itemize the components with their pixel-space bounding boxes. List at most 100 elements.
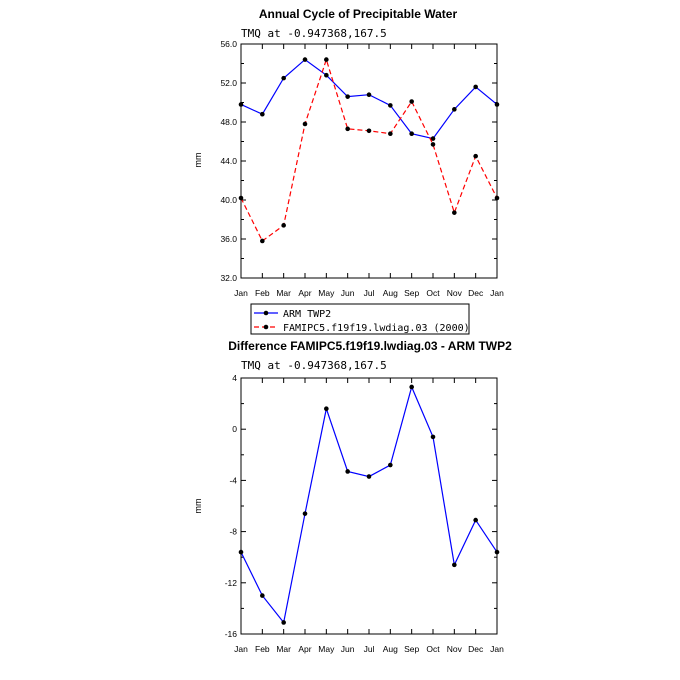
data-point xyxy=(494,102,500,107)
data-point xyxy=(260,238,265,244)
x-tick-label: May xyxy=(318,644,335,654)
data-point xyxy=(302,511,308,516)
data-point xyxy=(409,131,414,136)
y-tick-label: 44.0 xyxy=(220,156,237,166)
data-point xyxy=(430,136,436,141)
data-point xyxy=(260,593,265,598)
series-line-0 xyxy=(240,385,498,624)
y-tick-label: -12 xyxy=(225,578,238,588)
x-tick-label: Oct xyxy=(426,644,440,654)
plot-frame xyxy=(240,43,498,279)
plot-frame xyxy=(240,377,498,635)
data-point xyxy=(388,131,393,136)
data-point xyxy=(281,75,286,81)
x-tick-label: Jan xyxy=(490,644,504,654)
y-tick-label: 4 xyxy=(232,373,237,383)
y-tick-label: -4 xyxy=(229,475,237,485)
data-point xyxy=(281,620,286,625)
data-point xyxy=(238,102,244,107)
data-point xyxy=(260,111,265,117)
x-tick-label: Jun xyxy=(341,644,355,654)
data-point xyxy=(238,195,244,201)
x-tick-label: Aug xyxy=(383,288,398,298)
data-point xyxy=(324,57,329,62)
legend: ARM TWP2 FAMIPC5.f19f19.lwdiag.03 (2000) xyxy=(250,303,470,335)
x-tick-label: Jan xyxy=(490,288,504,298)
chart-title: Annual Cycle of Precipitable Water xyxy=(259,7,458,21)
precipitable-water-chart: Annual Cycle of Precipitable Water TMQ a… xyxy=(193,7,504,335)
data-point xyxy=(409,384,414,390)
x-tick-label: Jan xyxy=(234,644,248,654)
data-point xyxy=(324,72,329,78)
x-tick-label: Apr xyxy=(298,644,311,654)
x-tick-label: Dec xyxy=(468,288,484,298)
data-point xyxy=(430,142,436,147)
data-point xyxy=(388,103,393,108)
legend-marker-model xyxy=(263,324,269,330)
series-line-0 xyxy=(240,58,498,140)
y-tick-label: 52.0 xyxy=(220,78,237,88)
data-point xyxy=(473,84,478,90)
x-tick-label: Nov xyxy=(447,288,463,298)
legend-label-model: FAMIPC5.f19f19.lwdiag.03 (2000) xyxy=(283,323,470,334)
x-tick-label: Jul xyxy=(364,288,375,298)
difference-chart: Difference FAMIPC5.f19f19.lwdiag.03 - AR… xyxy=(193,339,512,654)
data-point xyxy=(452,107,457,112)
data-point xyxy=(388,462,393,468)
legend-label-arm: ARM TWP2 xyxy=(283,309,331,320)
x-tick-label: Jul xyxy=(364,644,375,654)
x-tick-label: Oct xyxy=(426,288,440,298)
data-point xyxy=(345,94,350,99)
legend-box xyxy=(250,303,470,335)
x-tick-label: Mar xyxy=(276,644,291,654)
x-tick-label: Sep xyxy=(404,288,419,298)
chart-subtitle: TMQ at -0.947368,167.5 xyxy=(241,27,387,40)
chart-subtitle: TMQ at -0.947368,167.5 xyxy=(241,359,387,372)
data-point xyxy=(366,128,372,134)
legend-marker-arm xyxy=(263,310,269,316)
data-point xyxy=(494,195,500,201)
data-point xyxy=(430,434,436,440)
y-tick-label: 32.0 xyxy=(220,273,237,283)
x-tick-label: Aug xyxy=(383,644,398,654)
data-point xyxy=(238,549,244,555)
data-point xyxy=(452,210,457,215)
x-tick-label: Feb xyxy=(255,288,270,298)
series-line-1 xyxy=(240,57,498,242)
data-point xyxy=(473,153,478,159)
data-point xyxy=(324,406,329,412)
data-point xyxy=(366,92,372,97)
data-point xyxy=(452,562,457,568)
data-point xyxy=(302,57,308,62)
x-tick-label: Mar xyxy=(276,288,291,298)
x-tick-label: Sep xyxy=(404,644,419,654)
data-point xyxy=(345,126,350,132)
y-tick-label: 40.0 xyxy=(220,195,237,205)
data-point xyxy=(366,474,372,479)
y-tick-label: -16 xyxy=(225,629,238,639)
x-tick-label: Feb xyxy=(255,644,270,654)
data-point xyxy=(281,223,286,228)
x-tick-label: Apr xyxy=(298,288,311,298)
x-tick-label: Dec xyxy=(468,644,484,654)
data-point xyxy=(409,99,414,104)
y-axis-label: mm xyxy=(193,153,203,168)
x-tick-label: Jan xyxy=(234,288,248,298)
y-tick-label: 48.0 xyxy=(220,117,237,127)
data-point xyxy=(302,121,308,127)
x-tick-label: May xyxy=(318,288,335,298)
x-tick-label: Jun xyxy=(341,288,355,298)
y-tick-label: -8 xyxy=(229,527,237,537)
y-tick-label: 56.0 xyxy=(220,39,237,49)
chart-title: Difference FAMIPC5.f19f19.lwdiag.03 - AR… xyxy=(228,339,512,353)
plot-area: -16 -12 -8 -4 0 4 Jan Feb Mar Apr May Jun Jul Aug Sep O… xyxy=(225,373,504,654)
data-point xyxy=(473,517,478,523)
y-tick-label: 36.0 xyxy=(220,234,237,244)
data-point xyxy=(494,549,500,555)
data-point xyxy=(345,469,350,474)
y-tick-label: 0 xyxy=(232,424,237,434)
plot-area: 32.0 36.0 40.0 44.0 48.0 52.0 56.0 Jan Feb Mar Apr… xyxy=(220,39,504,298)
y-axis-label: mm xyxy=(193,499,203,514)
x-tick-label: Nov xyxy=(447,644,463,654)
